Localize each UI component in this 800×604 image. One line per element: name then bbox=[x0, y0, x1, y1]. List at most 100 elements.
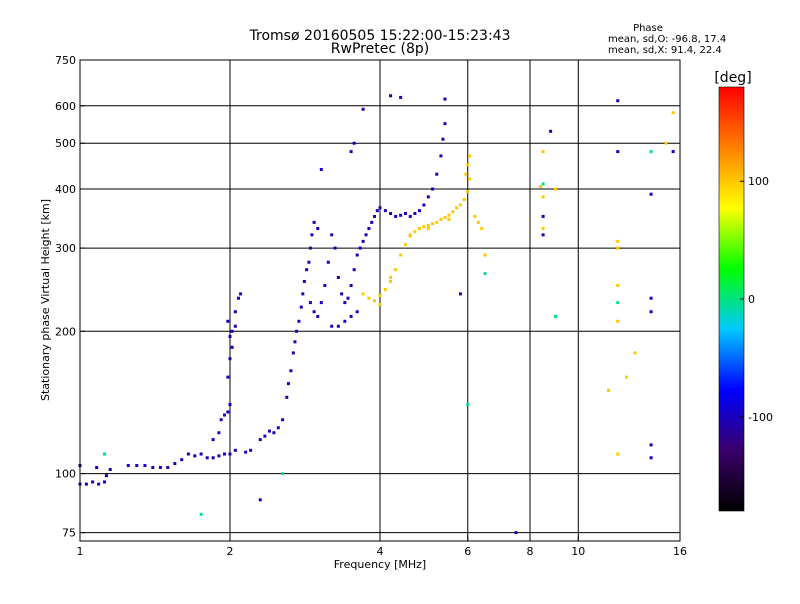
data-point-other bbox=[553, 314, 557, 318]
data-point-o bbox=[226, 375, 230, 379]
data-point-x bbox=[480, 227, 484, 231]
data-point-o bbox=[383, 209, 387, 213]
data-point-o bbox=[326, 260, 330, 264]
data-point-x bbox=[408, 233, 412, 237]
data-point-o bbox=[649, 443, 653, 447]
data-point-x bbox=[422, 225, 426, 229]
data-point-o bbox=[378, 206, 382, 210]
data-point-o bbox=[295, 329, 299, 333]
data-point-o bbox=[649, 310, 653, 314]
x-tick-label: 16 bbox=[673, 545, 687, 558]
data-point-o bbox=[305, 268, 309, 272]
data-point-x bbox=[426, 223, 430, 227]
data-point-o bbox=[84, 482, 88, 486]
data-point-x bbox=[468, 177, 472, 181]
data-point-o bbox=[312, 220, 316, 224]
data-point-o bbox=[193, 454, 197, 458]
data-point-o bbox=[671, 150, 675, 154]
data-point-x bbox=[413, 230, 417, 234]
data-point-o bbox=[541, 214, 545, 218]
data-point-x bbox=[447, 217, 451, 221]
data-point-o bbox=[389, 212, 393, 216]
data-point-x bbox=[403, 243, 407, 247]
data-point-o bbox=[219, 418, 223, 422]
data-point-o bbox=[375, 209, 379, 213]
data-point-x bbox=[541, 150, 545, 154]
data-point-o bbox=[97, 482, 101, 486]
data-point-o bbox=[333, 246, 337, 250]
x-tick-label: 4 bbox=[377, 545, 384, 558]
data-point-o bbox=[399, 95, 403, 99]
data-point-o bbox=[272, 431, 276, 435]
data-point-o bbox=[403, 212, 407, 216]
data-point-o bbox=[217, 431, 221, 435]
data-point-x bbox=[633, 351, 637, 355]
data-point-o bbox=[281, 418, 285, 422]
data-point-o bbox=[205, 456, 209, 460]
data-point-x bbox=[426, 227, 430, 231]
data-point-o bbox=[367, 227, 371, 231]
data-point-o bbox=[319, 301, 323, 305]
data-point-o bbox=[549, 129, 553, 133]
data-point-o bbox=[616, 99, 620, 103]
data-point-o bbox=[310, 233, 314, 237]
data-point-o bbox=[233, 324, 237, 328]
data-point-o bbox=[340, 292, 344, 296]
colorbar-tick-label: 0 bbox=[748, 293, 755, 306]
data-point-o bbox=[217, 454, 221, 458]
data-point-o bbox=[307, 260, 311, 264]
data-point-x bbox=[616, 239, 620, 243]
data-point-o bbox=[236, 296, 240, 300]
data-point-o bbox=[289, 369, 293, 373]
data-point-x bbox=[435, 220, 439, 224]
data-point-o bbox=[399, 213, 403, 217]
data-point-x bbox=[417, 227, 421, 231]
data-point-x bbox=[367, 296, 371, 300]
data-point-o bbox=[230, 345, 234, 349]
data-point-o bbox=[308, 246, 312, 250]
x-axis-label: Frequency [MHz] bbox=[334, 558, 426, 571]
y-tick-label: 750 bbox=[55, 54, 76, 67]
x-tick-label: 1 bbox=[77, 545, 84, 558]
data-point-o bbox=[352, 141, 356, 145]
data-point-x bbox=[389, 275, 393, 279]
data-point-other bbox=[281, 472, 285, 476]
data-point-o bbox=[541, 233, 545, 237]
data-point-other bbox=[541, 182, 545, 186]
data-point-o bbox=[258, 438, 262, 442]
data-point-o bbox=[276, 426, 280, 430]
data-point-o bbox=[649, 456, 653, 460]
data-point-o bbox=[258, 498, 262, 502]
data-point-o bbox=[223, 413, 227, 417]
data-point-o bbox=[291, 351, 295, 355]
colorbar-label: [deg] bbox=[714, 70, 751, 86]
data-point-x bbox=[476, 220, 480, 224]
data-point-x bbox=[451, 210, 455, 214]
data-point-o bbox=[431, 187, 435, 191]
data-point-x bbox=[439, 217, 443, 221]
y-tick-label: 75 bbox=[62, 527, 76, 540]
data-point-x bbox=[443, 216, 447, 220]
y-axis: 75 100 200 300 400 500 600 750 bbox=[55, 54, 85, 540]
data-points bbox=[78, 94, 675, 535]
data-point-o bbox=[417, 209, 421, 213]
data-point-o bbox=[158, 466, 162, 470]
data-point-o bbox=[108, 468, 112, 472]
data-point-o bbox=[103, 480, 107, 484]
data-point-o bbox=[226, 410, 230, 414]
data-point-o bbox=[316, 227, 320, 231]
colorbar bbox=[718, 86, 745, 512]
y-tick-label: 100 bbox=[55, 468, 76, 481]
x-tick-label: 6 bbox=[464, 545, 471, 558]
data-point-x bbox=[394, 268, 398, 272]
colorbar-tick-label: 100 bbox=[748, 175, 769, 188]
data-point-o bbox=[336, 275, 340, 279]
data-point-o bbox=[211, 456, 215, 460]
data-point-o bbox=[249, 448, 253, 452]
data-point-o bbox=[239, 292, 243, 296]
data-point-x bbox=[483, 253, 487, 257]
data-point-x bbox=[541, 227, 545, 231]
data-point-o bbox=[228, 357, 232, 361]
data-point-other bbox=[483, 272, 487, 276]
